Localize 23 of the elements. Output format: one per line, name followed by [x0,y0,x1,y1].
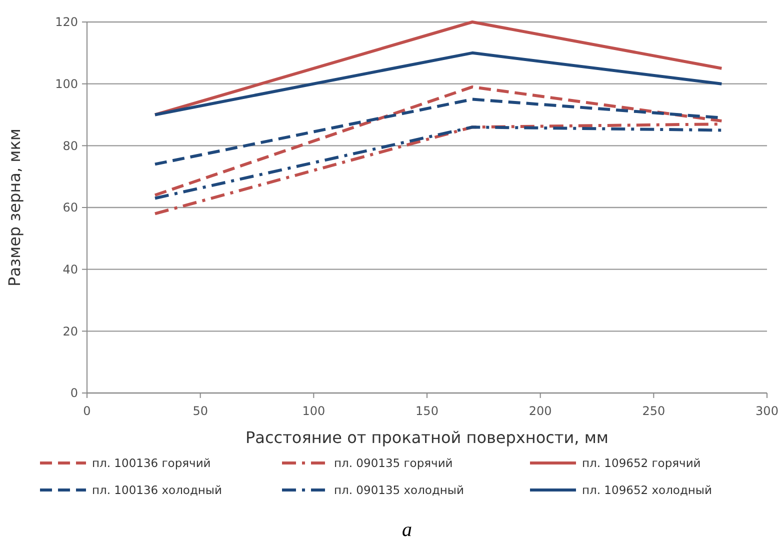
x-tick-label: 250 [642,404,666,418]
y-tick-label: 80 [62,138,78,153]
x-tick-label: 300 [756,404,778,418]
y-tick-label: 20 [62,324,78,338]
y-tick-label: 40 [62,262,78,277]
y-tick-label: 120 [55,15,78,30]
x-tick-label: 150 [416,404,438,418]
x-axis-title: Расстояние от прокатной поверхности, мм [246,428,608,447]
text: a [402,519,412,541]
y-tick-label: 0 [70,386,78,400]
x-tick-label: 50 [192,404,208,418]
x-tick-label: 200 [528,404,552,418]
legend-label: пл. 090135 холодный [334,483,464,498]
x-tick-label: 0 [83,404,91,418]
y-tick-label: 100 [55,77,78,92]
legend-label: пл. 090135 горячий [334,456,453,470]
y-tick-label: 60 [62,200,78,215]
legend-label: пл. 100136 горячий [92,456,211,470]
legend-label: пл. 109652 горячий [582,456,701,470]
legend-label: пл. 100136 холодный [92,483,222,498]
legend-label: пл. 109652 холодный [582,483,712,498]
x-tick-label: 100 [302,404,326,418]
y-axis-title: Размер зерна, мкм [5,128,24,286]
